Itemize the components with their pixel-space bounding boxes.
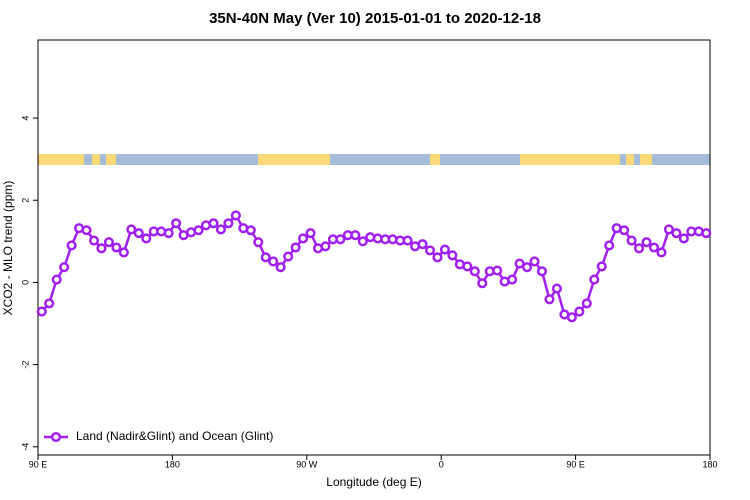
data-point xyxy=(544,294,555,305)
data-point xyxy=(103,237,114,248)
data-point xyxy=(208,218,219,229)
data-point xyxy=(36,306,47,317)
data-point xyxy=(507,274,518,285)
data-point xyxy=(163,228,174,239)
y-axis-label: XCO2 - MLO trend (ppm) xyxy=(1,181,15,316)
data-point xyxy=(574,306,585,317)
data-point xyxy=(566,312,577,323)
y-tick-label: -4 xyxy=(20,443,30,451)
data-point xyxy=(536,266,548,277)
data-point xyxy=(522,262,533,273)
data-point xyxy=(215,224,226,235)
data-point xyxy=(275,262,286,273)
x-tick-label: 180 xyxy=(165,459,180,469)
data-point xyxy=(230,210,241,221)
data-point xyxy=(439,244,450,255)
data-point xyxy=(424,245,436,256)
data-point xyxy=(626,235,637,246)
data-point xyxy=(118,247,129,258)
data-point xyxy=(604,240,615,251)
legend-marker xyxy=(50,431,62,443)
land-band xyxy=(430,154,440,165)
y-tick-label: 0 xyxy=(20,280,30,285)
data-point xyxy=(663,224,674,235)
land-band xyxy=(626,154,634,165)
data-point xyxy=(447,250,458,261)
x-tick-label: 180 xyxy=(702,459,717,469)
data-point xyxy=(171,218,182,229)
data-point xyxy=(477,278,488,289)
data-point xyxy=(51,274,62,285)
data-point xyxy=(335,234,346,245)
x-axis-label: Longitude (deg E) xyxy=(326,475,421,489)
land-band xyxy=(258,154,330,165)
data-point xyxy=(305,228,316,239)
data-point xyxy=(671,228,682,239)
data-point xyxy=(290,242,301,253)
data-point xyxy=(656,247,667,258)
data-point xyxy=(81,225,92,236)
land-band xyxy=(520,154,620,165)
data-point xyxy=(529,256,540,267)
data-point xyxy=(619,225,630,236)
data-point xyxy=(581,298,592,309)
data-point xyxy=(551,283,562,294)
x-tick-label: 90 E xyxy=(29,459,48,469)
data-point xyxy=(350,230,361,241)
land-band xyxy=(106,154,116,165)
data-point xyxy=(469,266,480,277)
plot-frame xyxy=(37,39,711,456)
data-point xyxy=(66,240,77,251)
data-point xyxy=(88,235,100,246)
data-point xyxy=(126,224,137,235)
land-ocean-band xyxy=(38,154,710,165)
land-band xyxy=(640,154,652,165)
land-band xyxy=(92,154,100,165)
data-point xyxy=(596,261,607,272)
data-point xyxy=(320,241,331,252)
data-point xyxy=(402,235,413,246)
data-point xyxy=(111,242,122,253)
data-point xyxy=(44,298,55,309)
data-point xyxy=(253,237,264,248)
data-point xyxy=(432,252,443,263)
data-point xyxy=(648,242,660,253)
legend-label: Land (Nadir&Glint) and Ocean (Glint) xyxy=(76,429,273,443)
data-point xyxy=(701,228,712,239)
data-point xyxy=(514,258,525,269)
data-point xyxy=(223,218,234,229)
data-point xyxy=(133,228,144,239)
x-tick-label: 0 xyxy=(439,459,444,469)
y-tick-label: 2 xyxy=(20,198,30,203)
data-point xyxy=(193,225,204,236)
data-point xyxy=(283,251,294,262)
data-point xyxy=(417,239,428,250)
data-point xyxy=(141,233,152,244)
x-tick-label: 90 E xyxy=(566,459,585,469)
data-point xyxy=(641,237,652,248)
data-point xyxy=(462,261,473,272)
x-tick-label: 90 W xyxy=(296,459,318,469)
data-point xyxy=(492,265,503,276)
data-point xyxy=(678,233,689,244)
y-tick-label: -2 xyxy=(20,361,30,369)
data-point xyxy=(589,274,600,285)
y-tick-label: 4 xyxy=(20,116,30,121)
data-point xyxy=(96,243,107,254)
data-point xyxy=(298,233,309,244)
chart-title: 35N-40N May (Ver 10) 2015-01-01 to 2020-… xyxy=(209,10,541,27)
data-point xyxy=(260,252,271,263)
data-point xyxy=(268,256,279,267)
land-band xyxy=(38,154,84,165)
data-point xyxy=(59,262,70,273)
data-point xyxy=(357,236,368,247)
ocean-band xyxy=(38,154,710,165)
data-point xyxy=(634,243,645,254)
data-point xyxy=(245,225,256,236)
